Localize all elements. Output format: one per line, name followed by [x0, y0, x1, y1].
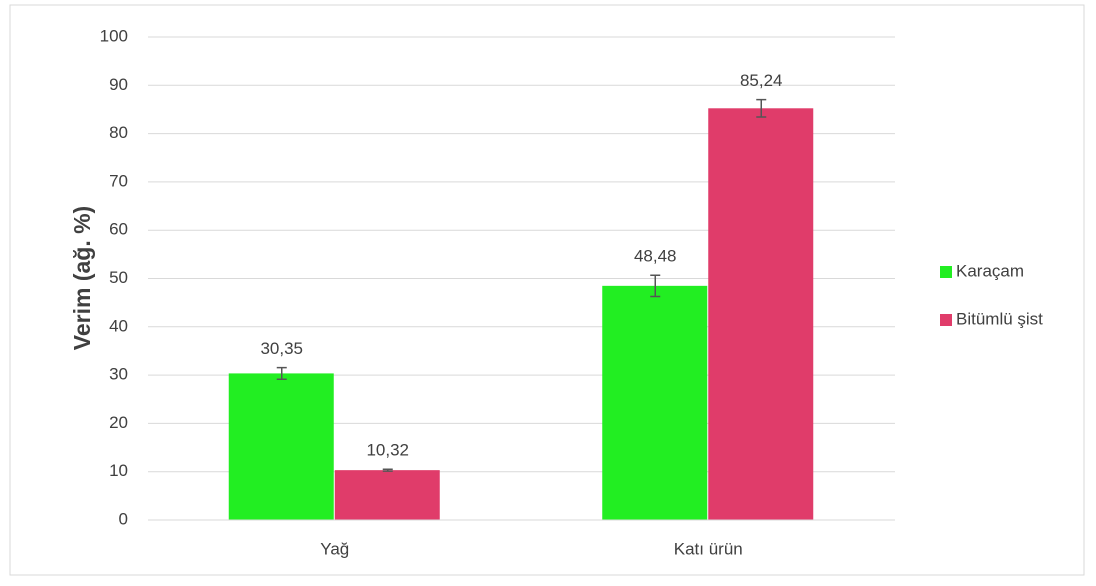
y-tick-label: 70 — [109, 171, 128, 190]
legend-swatch — [940, 266, 952, 278]
x-tick-label: Katı ürün — [674, 539, 743, 558]
chart-frame — [9, 4, 1085, 576]
data-label: 10,32 — [366, 441, 409, 460]
y-tick-label: 50 — [109, 268, 128, 287]
y-tick-label: 30 — [109, 365, 128, 384]
y-tick-label: 40 — [109, 316, 128, 335]
x-tick-label: Yağ — [320, 539, 349, 558]
error-bar — [382, 468, 393, 472]
data-label: 48,48 — [634, 247, 677, 266]
error-bar — [756, 98, 767, 118]
bar — [708, 108, 814, 520]
bar — [334, 470, 440, 520]
error-bar — [276, 366, 287, 380]
y-tick-label: 20 — [109, 413, 128, 432]
legend-swatch — [940, 314, 952, 326]
data-label: 30,35 — [260, 339, 303, 358]
bar — [602, 285, 708, 520]
error-bar — [650, 274, 661, 298]
y-tick-label: 100 — [100, 26, 128, 45]
y-axis-title: Verim (ağ. %) — [69, 206, 95, 350]
legend-label: Bitümlü şist — [956, 309, 1043, 328]
y-tick-label: 0 — [119, 509, 128, 528]
y-tick-label: 60 — [109, 220, 128, 239]
legend-label: Karaçam — [956, 261, 1024, 280]
y-tick-label: 90 — [109, 75, 128, 94]
y-tick-label: 80 — [109, 123, 128, 142]
y-tick-label: 10 — [109, 461, 128, 480]
data-label: 85,24 — [740, 71, 783, 90]
bar — [228, 373, 334, 520]
